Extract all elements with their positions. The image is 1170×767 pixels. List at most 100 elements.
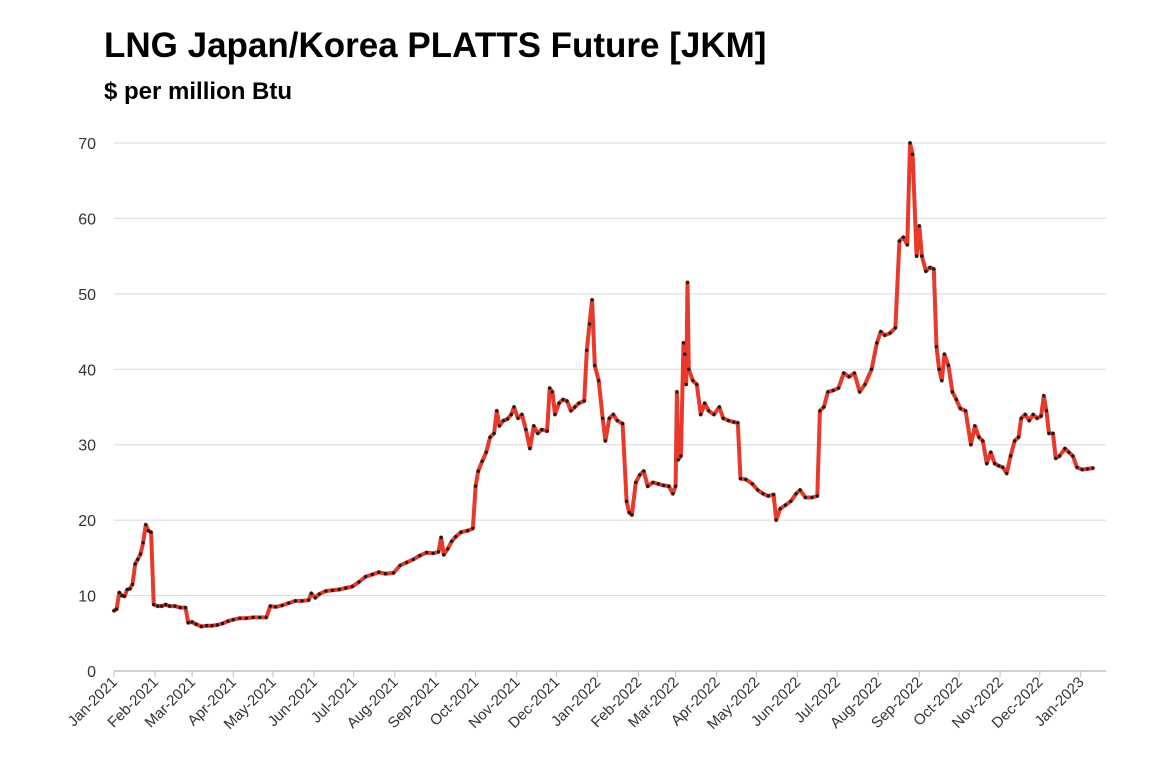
data-point: [977, 435, 981, 439]
data-point: [540, 427, 544, 432]
chart-title: LNG Japan/Korea PLATTS Future [JKM]: [104, 26, 767, 65]
data-point: [194, 622, 198, 626]
data-point: [879, 329, 883, 334]
data-point: [557, 401, 561, 405]
data-point: [842, 371, 846, 375]
data-point: [847, 375, 851, 379]
data-point: [905, 243, 909, 247]
data-point: [293, 599, 298, 603]
data-point: [683, 352, 687, 356]
data-point: [1067, 450, 1071, 454]
data-point: [251, 615, 255, 620]
series-line: [112, 141, 1095, 629]
data-point: [634, 480, 638, 485]
data-point: [738, 477, 743, 481]
data-point: [699, 412, 703, 417]
data-point: [125, 587, 129, 592]
y-tick-label: 30: [78, 438, 96, 455]
x-axis: Jan-2021Feb-2021Mar-2021Apr-2021May-2021…: [65, 670, 1106, 733]
data-point: [173, 604, 177, 608]
data-point: [642, 469, 646, 473]
data-point: [231, 618, 235, 622]
data-point: [638, 473, 642, 477]
data-point: [117, 590, 122, 595]
data-point: [667, 484, 671, 488]
data-point: [495, 409, 499, 413]
data-point: [418, 553, 422, 558]
data-point: [852, 371, 857, 375]
y-tick-label: 10: [78, 589, 96, 606]
data-point: [114, 607, 119, 611]
data-point: [264, 615, 268, 620]
data-point: [287, 601, 291, 605]
data-point: [587, 322, 592, 326]
data-point: [509, 412, 513, 417]
data-point: [205, 624, 209, 628]
data-point: [268, 604, 272, 608]
data-point: [1001, 465, 1005, 469]
data-point: [370, 572, 374, 577]
data-point: [439, 535, 443, 540]
data-point: [484, 450, 488, 454]
data-point: [398, 563, 402, 568]
data-point: [744, 477, 748, 482]
data-point: [736, 421, 740, 425]
data-point: [545, 429, 549, 433]
data-point: [1039, 414, 1043, 418]
data-point: [431, 551, 435, 555]
data-point: [969, 443, 973, 447]
data-point: [377, 570, 381, 574]
data-point: [164, 602, 168, 607]
data-point: [183, 605, 188, 610]
data-point: [766, 494, 770, 498]
data-point: [695, 382, 699, 387]
data-point: [330, 588, 335, 592]
data-point: [590, 298, 594, 302]
data-point: [120, 593, 124, 598]
data-point: [1027, 418, 1031, 423]
data-point: [946, 363, 951, 368]
data-point: [958, 406, 962, 411]
data-point: [582, 399, 586, 403]
data-point: [337, 587, 341, 592]
data-point: [928, 265, 932, 270]
y-tick-label: 20: [78, 513, 96, 530]
data-point: [893, 326, 898, 330]
data-point: [924, 269, 928, 273]
data-point: [391, 571, 396, 575]
data-point: [324, 589, 328, 593]
data-point: [950, 390, 955, 394]
data-point: [210, 624, 214, 628]
data-point: [601, 416, 605, 420]
data-point: [615, 418, 619, 423]
data-point: [465, 529, 470, 533]
data-point: [914, 254, 919, 258]
data-point: [1063, 446, 1067, 451]
data-point: [528, 446, 532, 451]
data-point: [937, 367, 941, 371]
data-point: [673, 484, 678, 488]
data-point: [863, 382, 867, 387]
data-point: [1051, 431, 1055, 436]
data-point: [675, 390, 679, 394]
data-point: [624, 499, 629, 503]
data-point: [1044, 409, 1049, 413]
data-point: [454, 535, 458, 539]
data-point: [573, 405, 577, 409]
data-point: [973, 424, 977, 428]
data-point: [681, 341, 686, 345]
data-point: [133, 562, 137, 566]
data-point: [144, 523, 148, 527]
data-point: [627, 510, 631, 515]
data-point: [940, 378, 944, 383]
data-point: [985, 461, 989, 466]
data-point: [569, 409, 573, 413]
data-point: [550, 390, 555, 394]
data-point: [476, 469, 480, 473]
data-point: [888, 331, 892, 335]
data-point: [997, 464, 1001, 468]
data-point: [424, 550, 429, 555]
data-point: [789, 499, 793, 503]
chart-subtitle: $ per million Btu: [104, 78, 293, 105]
data-point: [593, 363, 597, 368]
